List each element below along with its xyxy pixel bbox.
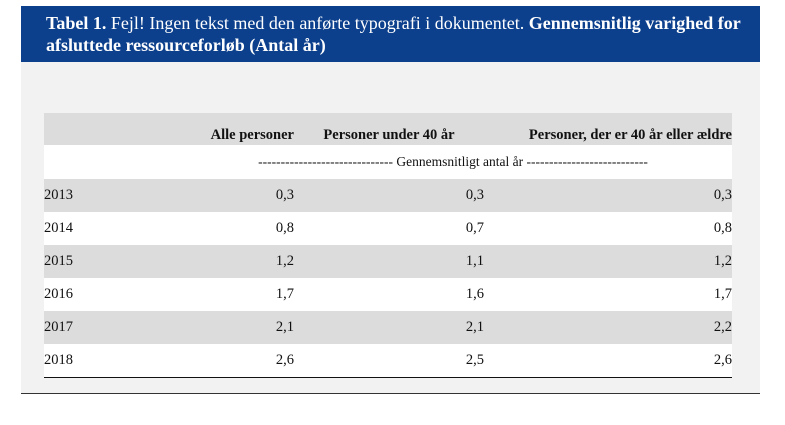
table-row: 2014 0,8 0,7 0,8: [44, 212, 732, 245]
cell-all: 1,7: [154, 278, 294, 311]
cell-under40: 2,1: [294, 311, 484, 344]
row-year: 2014: [44, 212, 154, 245]
table-row: 2016 1,7 1,6 1,7: [44, 278, 732, 311]
cell-under40: 2,5: [294, 344, 484, 378]
table-caption-banner: Tabel 1. Fejl! Ingen tekst med den anfør…: [21, 6, 760, 62]
table-caption-error: Fejl! Ingen tekst med den anførte typogr…: [110, 13, 525, 33]
cell-over40: 2,2: [484, 311, 732, 344]
row-year: 2018: [44, 344, 154, 378]
cell-under40: 0,3: [294, 179, 484, 212]
row-year: 2015: [44, 245, 154, 278]
cell-under40: 0,7: [294, 212, 484, 245]
header-40-and-older: Personer, der er 40 år eller ældre: [484, 113, 732, 145]
cell-all: 2,6: [154, 344, 294, 378]
cell-under40: 1,1: [294, 245, 484, 278]
table-caption-title: Gennemsnitlig varighed for afsluttede re…: [46, 13, 741, 55]
table-row: 2017 2,1 2,1 2,2: [44, 311, 732, 344]
table-row: 2015 1,2 1,1 1,2: [44, 245, 732, 278]
cell-all: 2,1: [154, 311, 294, 344]
cell-all: 0,3: [154, 179, 294, 212]
cell-under40: 1,6: [294, 278, 484, 311]
table-header-row: Alle personer Personer under 40 år Perso…: [44, 113, 732, 145]
header-year: [44, 113, 154, 145]
cell-all: 1,2: [154, 245, 294, 278]
row-year: 2016: [44, 278, 154, 311]
header-all-persons: Alle personer: [154, 113, 294, 145]
cell-over40: 0,8: [484, 212, 732, 245]
row-year: 2013: [44, 179, 154, 212]
cell-over40: 1,7: [484, 278, 732, 311]
unit-label: ------------------------------ Gennemsni…: [44, 145, 732, 179]
data-table: Alle personer Personer under 40 år Perso…: [44, 113, 732, 378]
cell-over40: 2,6: [484, 344, 732, 378]
cropped-previous-text: [0, 0, 785, 5]
header-under-40: Personer under 40 år: [294, 113, 484, 145]
table-label: Tabel 1.: [46, 13, 107, 33]
cell-all: 0,8: [154, 212, 294, 245]
cell-over40: 1,2: [484, 245, 732, 278]
table-row: 2013 0,3 0,3 0,3: [44, 179, 732, 212]
row-year: 2017: [44, 311, 154, 344]
table-bottom-rule: [21, 393, 760, 394]
unit-row: ------------------------------ Gennemsni…: [44, 145, 732, 179]
table-row: 2018 2,6 2,5 2,6: [44, 344, 732, 378]
cell-over40: 0,3: [484, 179, 732, 212]
